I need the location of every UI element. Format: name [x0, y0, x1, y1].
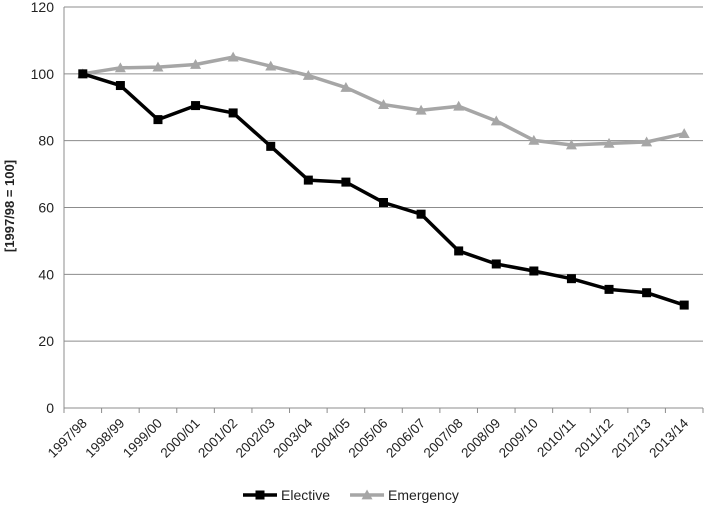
- x-tick-label: 2003/04: [270, 415, 315, 460]
- x-tick-label: 2007/08: [421, 416, 466, 461]
- y-tick-labels: 0 20 40 60 80 100 120: [31, 0, 55, 416]
- y-axis-label: [1997/98 = 100]: [2, 160, 17, 252]
- y-tick-label: 0: [46, 400, 54, 416]
- legend-label-elective: Elective: [281, 487, 330, 503]
- axes: [63, 7, 704, 413]
- x-tick-label: 1999/00: [120, 416, 165, 461]
- elective-point: [115, 81, 125, 91]
- emergency-series: [77, 51, 690, 150]
- legend-label-emergency: Emergency: [388, 487, 459, 503]
- legend: Elective Emergency: [243, 487, 459, 503]
- elective-point: [303, 175, 313, 185]
- x-tick-label: 2001/02: [195, 416, 240, 461]
- emergency-point: [378, 99, 389, 109]
- elective-point: [379, 197, 388, 207]
- elective-point: [529, 266, 539, 276]
- emergency-point: [453, 100, 465, 111]
- x-tick-label: 2009/10: [496, 416, 541, 461]
- emergency-point: [415, 104, 427, 115]
- x-tick-label: 2006/07: [383, 416, 428, 461]
- emergency-point: [190, 58, 202, 69]
- y-tick-label: 120: [31, 0, 55, 15]
- y-tick-label: 40: [38, 266, 54, 282]
- y-tick-label: 80: [38, 133, 54, 149]
- elective-point: [266, 141, 276, 151]
- elective-point: [153, 115, 163, 125]
- emergency-point: [678, 128, 690, 139]
- gridlines: [64, 6, 703, 342]
- x-tick-label: 2002/03: [233, 416, 278, 461]
- emergency-point: [265, 60, 277, 71]
- x-tick-label: 2005/06: [345, 416, 390, 461]
- elective-point: [191, 101, 201, 111]
- y-tick-label: 60: [38, 200, 54, 216]
- emergency-point: [302, 70, 314, 80]
- elective-point: [566, 274, 576, 284]
- emergency-point: [528, 134, 540, 145]
- emergency-point: [603, 137, 615, 148]
- emergency-point: [490, 115, 502, 126]
- emergency-point: [641, 136, 653, 147]
- elective-point: [454, 246, 464, 256]
- y-tick-label: 20: [38, 333, 54, 349]
- x-tick-label: 1997/98: [45, 416, 90, 461]
- emergency-point: [565, 139, 577, 150]
- elective-point: [78, 69, 88, 79]
- emergency-point: [227, 51, 239, 62]
- elective-series: [78, 69, 689, 310]
- x-tick-label: 2013/14: [646, 415, 691, 460]
- emergency-point: [152, 61, 164, 72]
- elective-point: [228, 108, 238, 118]
- elective-point: [604, 284, 614, 294]
- x-tick-label: 2011/12: [572, 416, 616, 460]
- elective-point: [679, 300, 689, 310]
- elective-point: [341, 177, 351, 187]
- legend-item-elective: Elective: [243, 487, 330, 503]
- elective-point: [416, 209, 426, 219]
- emergency-point: [340, 82, 352, 92]
- x-tick-label: 2012/13: [609, 416, 654, 461]
- x-tick-label: 2010/11: [534, 416, 578, 460]
- elective-point: [491, 259, 501, 269]
- x-tick-label: 2004/05: [308, 416, 353, 461]
- y-tick-label: 100: [31, 66, 55, 82]
- series: [77, 51, 690, 310]
- x-tick-labels: 1997/981998/991999/002000/012001/022002/…: [45, 415, 692, 460]
- x-tick-label: 2000/01: [158, 416, 203, 461]
- legend-item-emergency: Emergency: [350, 487, 459, 503]
- legend-marker-emergency: [361, 489, 373, 500]
- elective-point: [642, 288, 652, 298]
- x-tick-label: 2008/09: [458, 416, 503, 461]
- emergency-point: [114, 62, 126, 73]
- legend-marker-elective: [255, 490, 265, 500]
- x-tick-label: 1998/99: [82, 416, 127, 461]
